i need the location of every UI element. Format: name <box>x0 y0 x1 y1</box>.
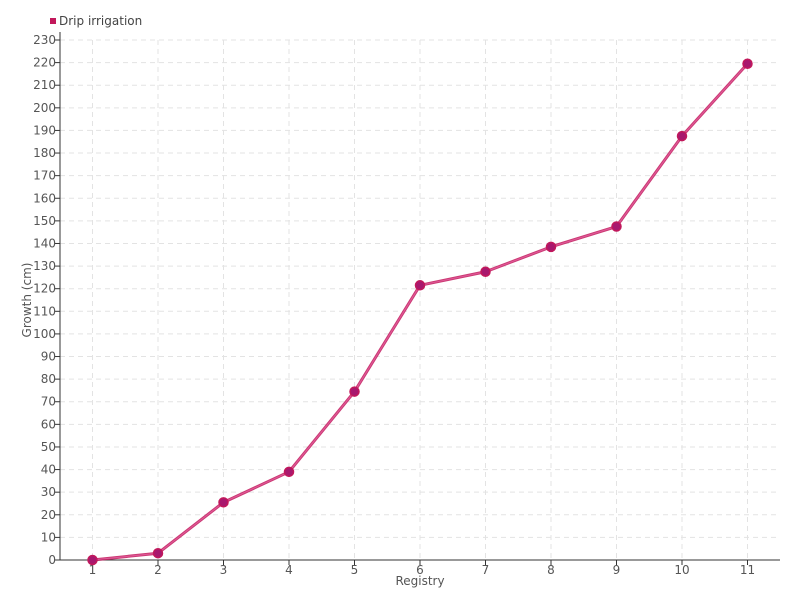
data-point <box>152 547 164 559</box>
x-tick-label: 9 <box>613 563 621 577</box>
y-tick-label: 150 <box>33 214 56 228</box>
y-tick-label: 190 <box>33 123 56 137</box>
data-point <box>611 221 622 232</box>
data-point <box>349 386 360 397</box>
y-tick-label: 10 <box>41 530 56 544</box>
data-point <box>480 266 491 277</box>
y-tick-label: 60 <box>41 417 56 431</box>
x-tick-label: 7 <box>482 563 490 577</box>
series-layer <box>87 58 753 566</box>
x-tick-label: 3 <box>220 563 228 577</box>
data-point <box>676 130 688 142</box>
y-axis-title: Growth (cm) <box>20 263 34 338</box>
data-point <box>283 466 295 478</box>
y-tick-label: 70 <box>41 395 56 409</box>
x-tick-label: 2 <box>154 563 162 577</box>
x-axis-title: Registry <box>395 574 444 588</box>
data-point <box>87 554 98 566</box>
axes: 0102030405060708090100110120130140150160… <box>33 32 780 577</box>
y-tick-label: 160 <box>33 191 56 205</box>
x-tick-label: 11 <box>740 563 755 577</box>
y-tick-label: 200 <box>33 101 56 115</box>
x-tick-label: 10 <box>674 563 689 577</box>
y-tick-label: 20 <box>41 508 56 522</box>
data-point <box>414 280 426 291</box>
y-tick-label: 230 <box>33 33 56 47</box>
y-tick-label: 130 <box>33 259 56 273</box>
y-tick-label: 210 <box>33 78 56 92</box>
y-tick-label: 110 <box>33 304 56 318</box>
y-tick-label: 0 <box>48 553 56 567</box>
y-tick-label: 120 <box>33 282 56 296</box>
y-tick-label: 220 <box>33 56 56 70</box>
data-point <box>545 241 557 253</box>
x-tick-label: 8 <box>547 563 555 577</box>
y-tick-label: 50 <box>41 440 56 454</box>
x-tick-label: 1 <box>89 563 97 577</box>
x-tick-label: 6 <box>416 563 424 577</box>
y-tick-label: 90 <box>41 350 56 364</box>
grid <box>60 39 780 560</box>
y-tick-label: 140 <box>33 236 56 250</box>
x-tick-label: 5 <box>351 563 359 577</box>
y-tick-label: 180 <box>33 146 56 160</box>
data-point <box>742 58 753 69</box>
legend-label: Drip irrigation <box>59 14 142 28</box>
y-tick-label: 170 <box>33 169 56 183</box>
y-tick-label: 30 <box>41 485 56 499</box>
legend: Drip irrigation <box>50 14 142 28</box>
legend-swatch <box>50 18 56 24</box>
y-tick-label: 40 <box>41 463 56 477</box>
x-tick-label: 4 <box>285 563 293 577</box>
data-point <box>218 497 229 508</box>
y-tick-label: 80 <box>41 372 56 386</box>
y-tick-label: 100 <box>33 327 56 341</box>
